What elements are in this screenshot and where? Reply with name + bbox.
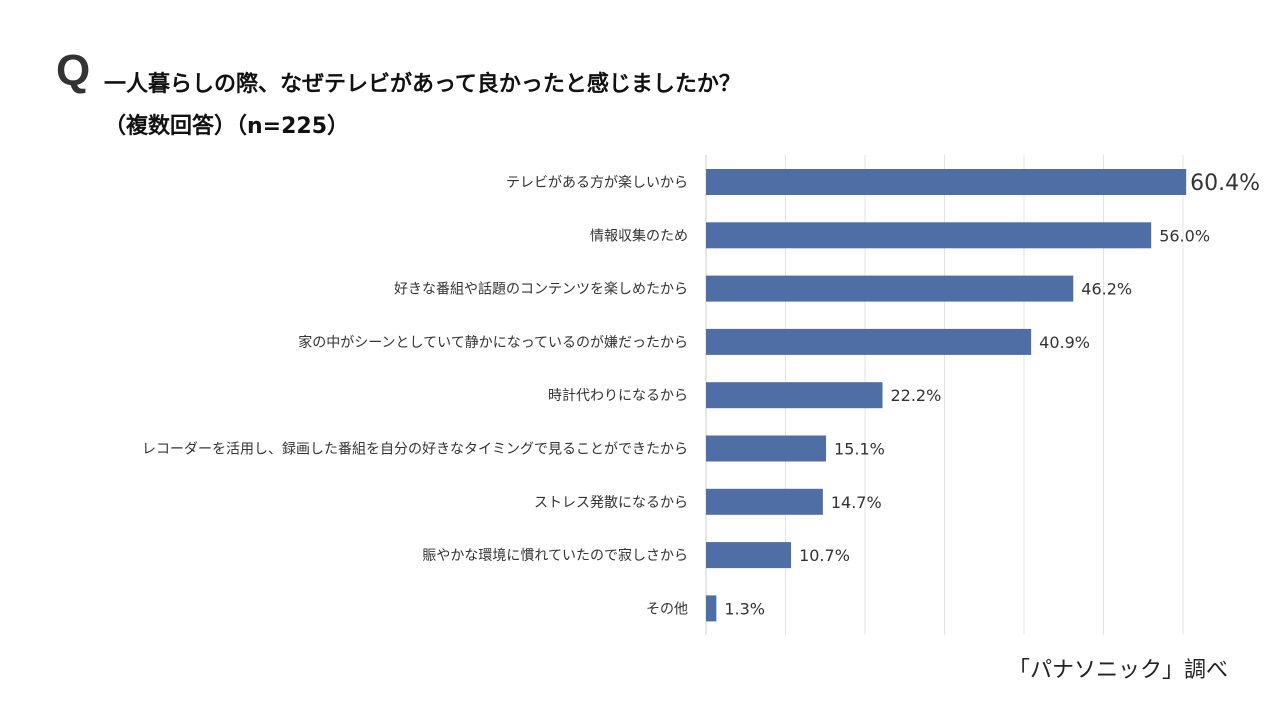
data-label: 40.9% (1039, 333, 1090, 352)
data-label: 15.1% (834, 440, 885, 459)
category-label: 時計代わりになるから (548, 388, 688, 404)
data-label: 56.0% (1159, 226, 1210, 245)
category-label: 好きな番組や話題のコンテンツを楽しめたから (394, 281, 688, 298)
data-label: 60.4% (1190, 171, 1260, 196)
category-label: 情報収集のため (590, 227, 688, 244)
chart-subtitle: （複数回答）（n=225） (104, 114, 350, 139)
data-label: 1.3% (724, 599, 765, 618)
bar (706, 328, 1032, 355)
q-mark: Q (56, 46, 91, 95)
category-label: 家の中がシーンとしていて静かになっているのが嫌だったから (298, 334, 688, 351)
data-label: 14.7% (831, 493, 882, 512)
category-label: レコーダーを活用し、録画した番組を自分の好きなタイミングで見ることができたから (142, 442, 688, 458)
bar (706, 488, 823, 515)
category-label: テレビがある方が楽しいから (506, 175, 688, 191)
chart-title: 一人暮らしの際、なぜテレビがあって良かったと感じましたか？ (104, 72, 741, 97)
category-label: その他 (646, 601, 688, 617)
category-label: 賑やかな環境に慣れていたので寂しさから (422, 547, 688, 564)
data-label: 46.2% (1081, 280, 1132, 299)
bar (706, 169, 1187, 195)
data-label: 22.2% (890, 386, 941, 405)
bar (706, 222, 1152, 249)
bar (706, 435, 827, 462)
bar (706, 595, 717, 622)
bar (706, 542, 792, 569)
source-note: 「パナソニック」調べ (1007, 658, 1228, 683)
bar (706, 382, 883, 409)
category-label: ストレス発散になるから (534, 495, 688, 511)
data-label: 10.7% (799, 546, 850, 565)
bar (706, 275, 1074, 302)
